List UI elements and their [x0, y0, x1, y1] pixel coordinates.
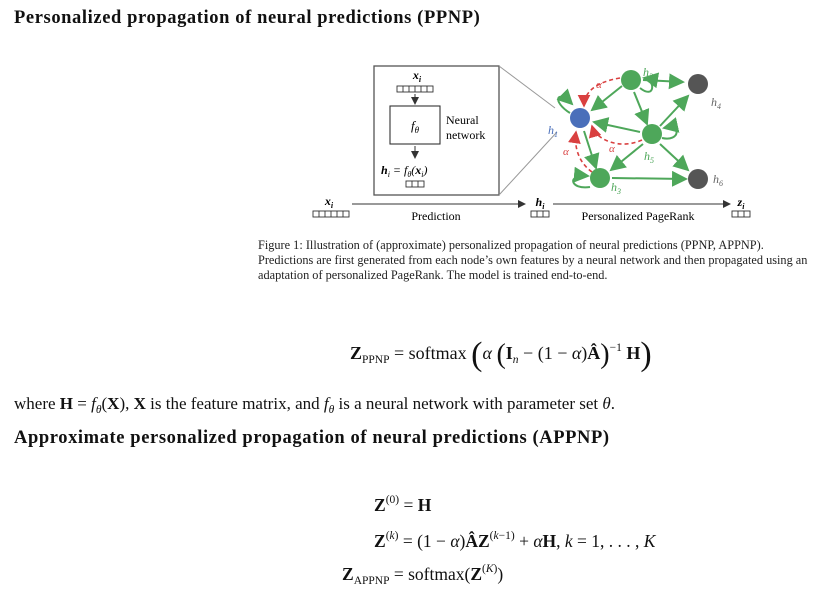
hi-equals-f-theta: hi = fθ(xi)	[381, 163, 428, 179]
f-theta-label: fθ	[411, 118, 420, 135]
node-h2	[621, 70, 641, 90]
label-h3: h3	[611, 180, 621, 196]
ppnp-figure: xi fθ Neural network hi = fθ(xi) xi Pred…	[312, 65, 751, 223]
label-h2: h2	[643, 65, 653, 81]
edge-h2-h5	[633, 91, 650, 126]
edge-h5-h6	[659, 143, 690, 172]
node-h5	[642, 124, 662, 144]
figure-caption: Figure 1: Illustration of (approximate) …	[258, 238, 808, 282]
node-h1	[570, 108, 590, 128]
xi-label-bottom: xi	[324, 194, 334, 210]
selfloop-h1	[556, 88, 574, 114]
appnp-eq-final: ZAPPNP = softmax(Z(K))	[342, 563, 504, 587]
node-h4	[688, 74, 708, 94]
edge-h1-h3	[583, 130, 600, 170]
label-h5: h5	[644, 149, 654, 165]
edge-h5-h1	[592, 117, 641, 133]
ppnp-equation: ZPPNP = softmax (α (In − (1 − α)Â)−1 H)	[350, 336, 652, 373]
hi-vector-mid	[405, 180, 425, 188]
node-h6	[688, 169, 708, 189]
edge-h2-h1	[590, 85, 623, 112]
f-theta-box	[389, 105, 441, 145]
neural-network-frame	[373, 65, 500, 196]
pagerank-label: Personalized PageRank	[582, 209, 695, 223]
edge-h5-h3	[609, 143, 644, 172]
neural-label-2: network	[446, 128, 485, 142]
section-title-ppnp: Personalized propagation of neural predi…	[14, 8, 481, 28]
alpha-label-2: α	[609, 143, 615, 155]
appnp-eq-init: Z(0) = H	[374, 494, 432, 515]
prediction-label: Prediction	[411, 209, 460, 223]
teleport-h3	[568, 130, 593, 173]
alpha-label-1: α	[596, 79, 602, 91]
alpha-label-3: α	[563, 146, 569, 158]
xi-vector-top	[396, 85, 434, 93]
softmax-text: softmax	[408, 343, 467, 363]
xi-vector-bottom	[312, 210, 350, 218]
ppnp-where-paragraph: where H = fθ(X), X is the feature matrix…	[14, 394, 615, 416]
selfloop-h5	[661, 117, 680, 140]
teleport-h2	[577, 77, 621, 108]
label-h4: h4	[711, 95, 721, 111]
selfloop-h3	[572, 166, 591, 189]
zi-label: zi	[737, 195, 746, 211]
section-title-appnp: Approximate personalized propagation of …	[14, 428, 610, 448]
xi-label-top: xi	[412, 68, 422, 84]
hi-label-bottom: hi	[536, 195, 546, 211]
edge-h3-h6	[611, 170, 688, 187]
selfloop-h2	[639, 72, 660, 93]
hi-vector-bottom	[530, 210, 550, 218]
label-h1: h1	[548, 123, 558, 139]
appnp-eq-iter: Z(k) = (1 − α)ÂZ(k−1) + αH, k = 1, . . .…	[374, 530, 656, 551]
edge-h5-h4	[659, 94, 690, 127]
teleport-h5	[588, 124, 643, 145]
zi-vector	[731, 210, 751, 218]
neural-label-1: Neural	[446, 113, 479, 127]
label-h6: h6	[713, 172, 723, 188]
node-h3	[590, 168, 610, 188]
